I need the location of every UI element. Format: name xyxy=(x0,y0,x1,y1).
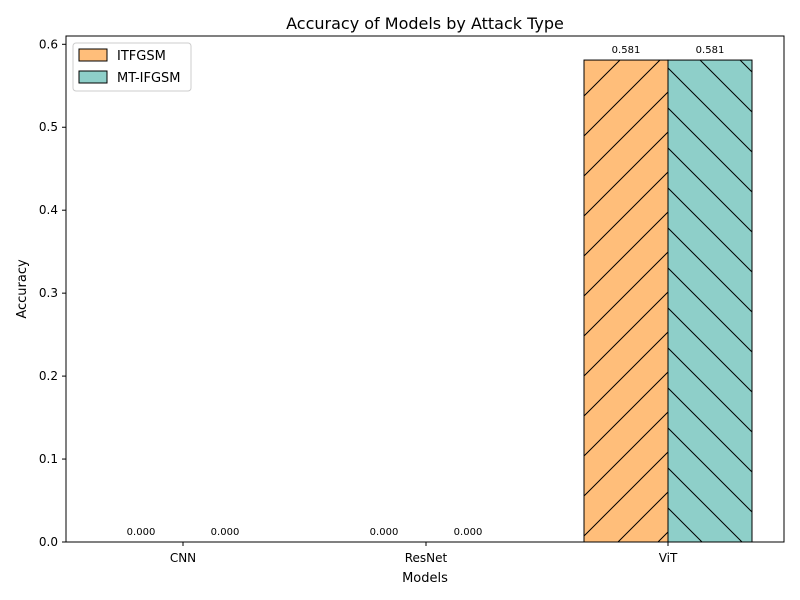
x-axis-label: Models xyxy=(402,571,448,586)
legend: ITFGSM MT-IFGSM xyxy=(72,42,192,92)
data-label-itfgsm-cnn: 0.000 xyxy=(127,527,156,538)
x-tick-label-resnet: ResNet xyxy=(405,551,448,565)
data-label-mt-ifgsm-cnn: 0.000 xyxy=(211,527,240,538)
legend-swatch-mt-ifgsm xyxy=(78,70,108,84)
data-label-mt-ifgsm-resnet: 0.000 xyxy=(454,527,483,538)
legend-label-mt-ifgsm: MT-IFGSM xyxy=(117,71,181,86)
bar-mt-ifgsm-vit-hatch xyxy=(668,60,752,543)
data-label-itfgsm-vit: 0.581 xyxy=(612,45,641,56)
x-tick-label-vit: ViT xyxy=(659,551,678,565)
bar-itfgsm-vit-hatch xyxy=(584,60,668,543)
y-axis-label: Accuracy xyxy=(15,259,30,319)
y-tick-label: 0.0 xyxy=(39,535,58,549)
data-labels-layer: 0.000 0.000 0.581 0.000 0.000 0.581 xyxy=(127,45,725,538)
y-tick-label: 0.2 xyxy=(39,369,58,383)
y-tick-label: 0.3 xyxy=(39,286,58,300)
legend-label-itfgsm: ITFGSM xyxy=(117,49,166,64)
y-tick-label: 0.4 xyxy=(39,203,58,217)
y-axis: 0.0 0.1 0.2 0.3 0.4 0.5 0.6 xyxy=(39,37,66,549)
x-axis: CNN ResNet ViT xyxy=(170,542,678,565)
bars-layer xyxy=(583,59,753,543)
plot-frame xyxy=(65,35,785,543)
y-tick-label: 0.5 xyxy=(39,120,58,134)
y-tick-label: 0.6 xyxy=(39,37,58,51)
x-tick-label-cnn: CNN xyxy=(170,551,196,565)
y-tick-label: 0.1 xyxy=(39,452,58,466)
data-label-mt-ifgsm-vit: 0.581 xyxy=(696,45,725,56)
data-label-itfgsm-resnet: 0.000 xyxy=(370,527,399,538)
chart-title: Accuracy of Models by Attack Type xyxy=(286,14,564,33)
legend-swatch-itfgsm xyxy=(78,48,108,62)
